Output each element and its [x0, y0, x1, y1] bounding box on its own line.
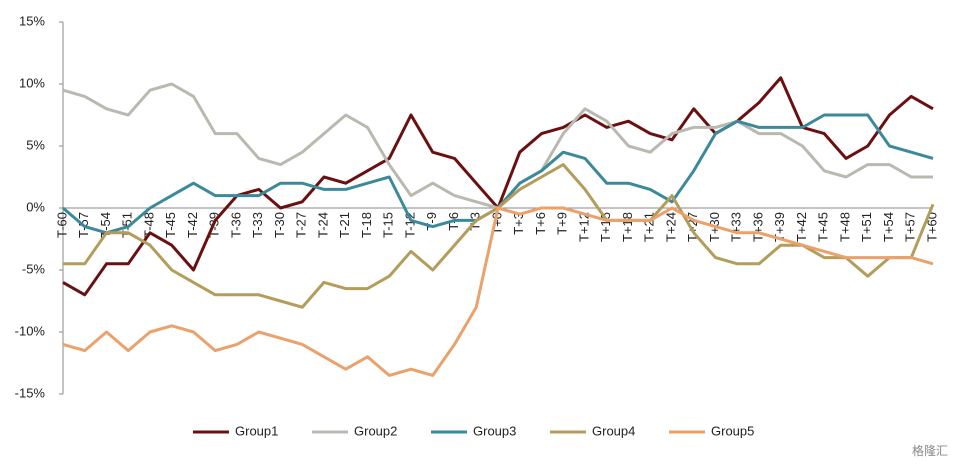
x-tick-label: T+36	[750, 212, 765, 242]
x-tick-label: T-9	[424, 212, 439, 231]
x-tick-label: T+42	[794, 212, 809, 242]
legend-label: Group1	[235, 423, 278, 438]
x-tick-label: T-18	[359, 212, 374, 238]
x-tick-label: T+18	[620, 212, 635, 242]
series-line	[62, 82, 933, 210]
x-tick-label: T+54	[881, 212, 896, 242]
x-tick-label: T+24	[663, 212, 678, 242]
legend-label: Group5	[711, 423, 754, 438]
watermark: 格隆汇	[912, 443, 948, 458]
x-tick-label: T+48	[837, 212, 852, 242]
x-tick-label: T-27	[294, 212, 309, 238]
x-tick-label: T-24	[315, 212, 330, 238]
x-tick-label: T-33	[250, 212, 265, 238]
legend-label: Group4	[592, 423, 635, 438]
y-tick-label: 0%	[26, 199, 45, 214]
x-tick-label: T+12	[576, 212, 591, 242]
series-line	[62, 76, 934, 297]
y-tick-label: 10%	[19, 75, 45, 90]
legend-label: Group2	[354, 423, 397, 438]
y-tick-label: 15%	[19, 13, 45, 28]
x-tick-label: T-60	[54, 212, 69, 238]
x-tick-label: T-36	[228, 212, 243, 238]
x-tick-label: T+33	[729, 212, 744, 242]
x-tick-label: T+39	[772, 212, 787, 242]
x-tick-label: T-21	[337, 212, 352, 238]
x-tick-label: T+3	[511, 212, 526, 235]
legend-label: Group3	[473, 423, 516, 438]
series-line	[62, 206, 934, 377]
x-tick-label: T-12	[402, 212, 417, 238]
x-tick-label: T+6	[533, 212, 548, 235]
y-tick-label: -5%	[22, 261, 46, 276]
x-tick-label: T-30	[272, 212, 287, 238]
x-tick-label: T+51	[859, 212, 874, 242]
x-tick-label: T+45	[816, 212, 831, 242]
y-tick-label: -15%	[15, 385, 46, 400]
x-tick-label: T-42	[185, 212, 200, 238]
y-tick-label: -10%	[15, 323, 46, 338]
y-tick-label: 5%	[26, 137, 45, 152]
x-tick-label: T-15	[381, 212, 396, 238]
x-tick-label: T+9	[555, 212, 570, 235]
x-tick-label: T+57	[903, 212, 918, 242]
x-tick-label: T-48	[141, 212, 156, 238]
x-tick-label: T-45	[163, 212, 178, 238]
